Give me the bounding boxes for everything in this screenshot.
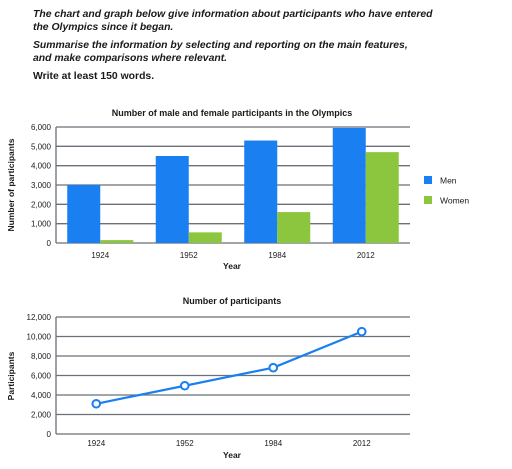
chart-title: Number of male and female participants i… (112, 108, 353, 118)
y-tick-label: 2,000 (31, 411, 52, 420)
x-tick-label: 2012 (357, 251, 375, 260)
x-tick-label: 2012 (353, 439, 371, 448)
y-tick-label: 6,000 (31, 372, 52, 381)
y-tick-label: 2,000 (31, 200, 52, 209)
x-tick-label: 1952 (176, 439, 194, 448)
x-tick-label: 1984 (264, 439, 282, 448)
bar-men (332, 127, 366, 243)
y-tick-label: 4,000 (31, 391, 52, 400)
y-tick-label: 12,000 (27, 313, 52, 322)
data-point (91, 398, 102, 409)
word-requirement: Write at least 150 words. (33, 71, 155, 82)
chart-title: Number of participants (183, 296, 282, 306)
y-tick-label: 6,000 (31, 123, 52, 132)
y-tick-label: 4,000 (31, 162, 52, 171)
bar-women (277, 212, 311, 243)
series-line (96, 330, 363, 405)
prompt-line: and make comparisons where relevant. (33, 53, 228, 64)
line-chart: Number of participants 0 2,000 4,000 6,000 8,… (6, 296, 410, 460)
bar-men (244, 140, 278, 243)
x-tick-label: 1984 (268, 251, 286, 260)
y-axis-label: Participants (6, 351, 16, 400)
prompt-line: The chart and graph below give informati… (33, 9, 433, 20)
prompt-line: Summarise the information by selecting a… (33, 40, 408, 51)
x-axis-label: Year (223, 261, 242, 271)
data-point (356, 326, 367, 337)
legend-swatch (424, 176, 432, 184)
x-tick-label: 1924 (91, 251, 109, 260)
legend-label: Men (440, 176, 457, 186)
bar-women (100, 240, 134, 243)
prompt-line: the Olympics since it began. (33, 22, 174, 33)
bar-men (67, 185, 101, 243)
bar-women (188, 232, 222, 243)
legend-swatch (424, 196, 432, 204)
x-tick-label: 1952 (180, 251, 198, 260)
y-axis-label: Number of participants (6, 138, 16, 231)
x-axis-label: Year (223, 450, 242, 460)
y-tick-label: 0 (47, 239, 52, 248)
y-tick-label: 10,000 (27, 333, 52, 342)
y-tick-label: 3,000 (31, 181, 52, 190)
bar-chart: Number of male and female participants i… (6, 108, 469, 271)
x-tick-label: 1924 (87, 439, 105, 448)
y-tick-label: 5,000 (31, 142, 52, 151)
data-point (179, 380, 190, 391)
legend-label: Women (440, 196, 469, 206)
y-tick-label: 1,000 (31, 220, 52, 229)
task-prompt: The chart and graph below give informati… (33, 8, 503, 83)
bar-women (365, 152, 399, 243)
y-tick-label: 0 (47, 430, 52, 439)
bar-men (155, 156, 189, 243)
y-tick-label: 8,000 (31, 352, 52, 361)
data-point (268, 362, 279, 373)
